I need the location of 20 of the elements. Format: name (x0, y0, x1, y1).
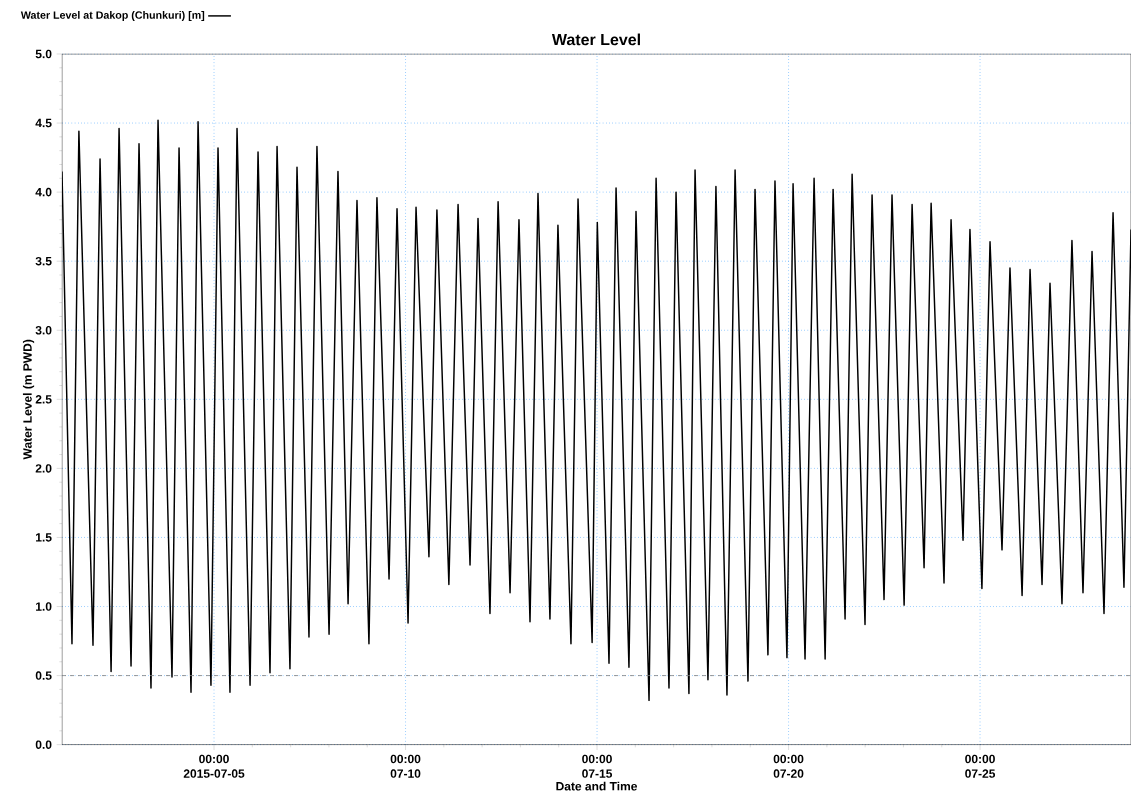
y-axis-title: Water Level (m PWD) (22, 339, 35, 460)
y-tick-label: 0.0 (35, 740, 52, 749)
legend-label: Water Level at Dakop (Chunkuri) [m] (20, 11, 205, 21)
y-tick-label: 5.0 (35, 49, 52, 59)
y-tick-label: 2.0 (35, 464, 52, 473)
y-tick-label: 1.5 (36, 533, 52, 542)
y-tick-label: 0.5 (35, 671, 52, 680)
y-tick-label: 1.0 (36, 602, 52, 611)
x-tick-label: 00:00 07-20 (773, 754, 804, 778)
y-tick-label: 2.5 (35, 395, 52, 404)
y-tick-label: 3.5 (35, 256, 52, 266)
x-axis-title: Date and Time (556, 781, 638, 791)
y-tick-label: 4.0 (35, 187, 52, 197)
y-tick-label: 3.0 (35, 325, 52, 335)
x-tick-label: 00:00 07-10 (390, 754, 421, 778)
x-tick-label: 00:00 07-25 (965, 754, 996, 778)
y-tick-label: 4.5 (35, 118, 52, 128)
x-tick-label: 00:00 2015-07-05 (183, 754, 245, 778)
x-tick-label: 00:00 07-15 (582, 754, 613, 778)
chart-title: Water Level (551, 33, 640, 46)
